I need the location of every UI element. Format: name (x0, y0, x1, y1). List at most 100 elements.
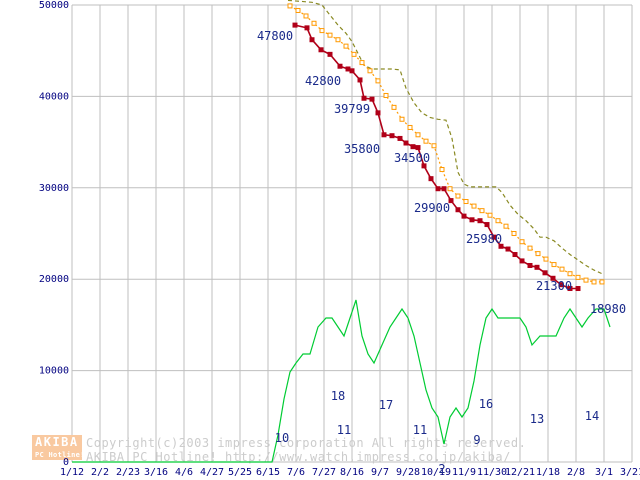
data-label-shop-count: 10 (275, 431, 289, 445)
akiba-logo-badge (32, 435, 82, 460)
series-lines (72, 0, 611, 463)
series-marker-avg-price (407, 124, 413, 130)
series-marker-min-price (304, 25, 310, 31)
series-marker-avg-price (303, 13, 309, 19)
series-marker-avg-price (463, 199, 469, 205)
series-marker-avg-price (415, 132, 421, 138)
series-marker-min-price (421, 163, 427, 169)
y-axis-tick-label: 40000 (39, 91, 69, 102)
series-marker-min-price (469, 217, 475, 223)
data-label-shop-count: 2 (438, 462, 445, 476)
series-marker-min-price (403, 140, 409, 146)
series-marker-avg-price (575, 274, 581, 280)
data-label-shop-count: 11 (413, 423, 427, 437)
x-axis-tick-label: 7/6 (287, 467, 305, 478)
series-marker-avg-price (367, 68, 373, 74)
x-axis-tick-label: 3/21 (620, 467, 640, 478)
data-label-shop-count: 16 (479, 397, 493, 411)
series-marker-avg-price (447, 186, 453, 192)
series-path-max-price (287, 0, 603, 275)
series-marker-min-price (435, 186, 441, 192)
series-marker-min-price (318, 47, 324, 53)
series-marker-min-price (327, 51, 333, 57)
x-axis-tick-label: 3/1 (595, 467, 613, 478)
series-marker-min-price (410, 144, 416, 150)
data-label-shop-count: 18 (331, 389, 345, 403)
y-axis-tick-label: 0 (63, 457, 69, 468)
series-marker-avg-price (359, 60, 365, 66)
series-marker-avg-price (455, 193, 461, 199)
x-axis-tick-label: 12/21 (505, 467, 535, 478)
series-marker-avg-price (399, 116, 405, 122)
series-marker-avg-price (423, 138, 429, 144)
data-label-shop-count: 9 (473, 433, 480, 447)
series-marker-min-price (337, 63, 343, 69)
x-axis-tick-label: 11/30 (477, 467, 507, 478)
series-marker-avg-price (343, 43, 349, 49)
data-label-min-price: 47800 (257, 29, 293, 43)
series-marker-min-price (448, 198, 454, 204)
series-marker-min-price (441, 186, 447, 192)
series-marker-min-price (527, 262, 533, 268)
series-marker-min-price (415, 145, 421, 151)
x-axis-tick-label: 11/9 (452, 467, 476, 478)
series-marker-min-price (505, 246, 511, 252)
data-label-min-price: 35800 (344, 142, 380, 156)
series-marker-avg-price (439, 167, 445, 173)
series-marker-avg-price (503, 223, 509, 229)
x-axis-tick-label: 1/18 (536, 467, 560, 478)
watermark-group: AKIBA PC Hotline! Copyright(c)2003 impre… (32, 435, 526, 464)
data-label-min-price: 29900 (414, 201, 450, 215)
data-label-min-price: 42800 (305, 74, 341, 88)
series-marker-avg-price (295, 7, 301, 13)
series-marker-min-price (550, 275, 556, 281)
series-marker-min-price (534, 264, 540, 270)
series-marker-min-price (375, 110, 381, 116)
series-marker-avg-price (559, 266, 565, 272)
series-marker-avg-price (527, 245, 533, 251)
series-path-shop-count (72, 299, 611, 463)
data-label-min-price: 18980 (590, 302, 626, 316)
series-marker-min-price (484, 222, 490, 228)
y-axis-tick-label: 20000 (39, 274, 69, 285)
data-label-min-price: 25980 (466, 232, 502, 246)
series-marker-min-price (357, 77, 363, 83)
series-marker-avg-price (311, 20, 317, 26)
x-axis-tick-label: 2/23 (116, 467, 140, 478)
series-marker-min-price (345, 66, 351, 72)
series-marker-min-price (389, 133, 395, 139)
series-marker-avg-price (551, 262, 557, 268)
series-marker-avg-price (519, 239, 525, 245)
series-marker-min-price (292, 22, 298, 28)
data-label-shop-count: 17 (379, 398, 393, 412)
watermark-line-2: AKIBA PC Hotline! http://www.watch.impre… (86, 450, 511, 464)
series-marker-min-price (361, 95, 367, 101)
x-axis-tick-label: 9/7 (371, 467, 389, 478)
series-marker-min-price (349, 68, 355, 74)
series-marker-avg-price (543, 256, 549, 262)
x-axis-tick-label: 9/28 (396, 467, 420, 478)
akiba-logo-bottom-text: PC Hotline! (35, 451, 85, 459)
series-marker-avg-price (599, 279, 605, 285)
series-marker-min-price (491, 234, 497, 240)
x-axis-tick-label: 4/27 (200, 467, 224, 478)
series-marker-min-price (309, 37, 315, 43)
series-marker-avg-price (583, 277, 589, 283)
series-marker-avg-price (471, 203, 477, 209)
x-axis-tick-label: 5/25 (228, 467, 252, 478)
y-axis-tick-label: 30000 (39, 183, 69, 194)
series-marker-avg-price (335, 37, 341, 43)
series-marker-min-price (542, 270, 548, 276)
data-label-min-price: 34500 (394, 151, 430, 165)
series-marker-avg-price (479, 208, 485, 214)
series-marker-avg-price (495, 218, 501, 224)
data-label-shop-count: 11 (337, 423, 351, 437)
series-marker-min-price (519, 258, 525, 264)
x-axis-tick-label: 6/15 (256, 467, 280, 478)
series-marker-avg-price (383, 92, 389, 98)
series-marker-avg-price (351, 51, 357, 57)
x-axis-tick-label: 2/2 (91, 467, 109, 478)
x-axis-labels: 1/12 2/2 2/23 3/16 4/6 4/27 5/25 6/15 7/6 7/27 8/1… (60, 467, 640, 478)
series-marker-avg-price (431, 143, 437, 149)
